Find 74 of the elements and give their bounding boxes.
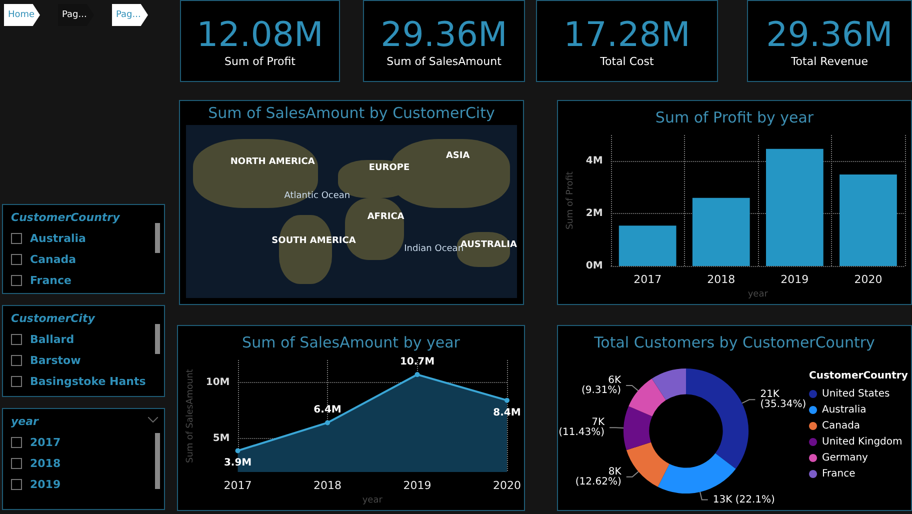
text: Barstow [30, 354, 81, 367]
text: CustomerCity [11, 312, 96, 325]
data-label: 8K (12.62%) [575, 466, 622, 488]
bar [618, 226, 676, 266]
x-tick-label: 2018 [314, 479, 342, 492]
text: EUROPE [368, 162, 410, 173]
text: Basingstoke Hants [30, 375, 146, 388]
x-tick-label: 2018 [707, 273, 736, 286]
legend-label: Australia [822, 404, 866, 416]
legend-label: United Kingdom [822, 436, 902, 448]
legend-label: United States [822, 388, 890, 400]
bar [840, 174, 897, 266]
y-tick-label: 10M [206, 376, 230, 388]
legend-title: CustomerCountry [809, 370, 908, 382]
y-axis-title: Sum of Profit [566, 171, 576, 230]
text: year [11, 415, 40, 428]
y-tick-label: 2M [586, 208, 603, 220]
data-label: 3.9M [224, 458, 252, 469]
legend-label: France [822, 468, 856, 480]
data-label: 7K (11.43%) [558, 417, 605, 438]
text: Total Revenue [790, 55, 870, 68]
bar [692, 198, 750, 266]
point [504, 398, 510, 403]
x-tick-label: 2017 [634, 273, 662, 286]
x-axis-title: year [748, 290, 768, 300]
page-button: Home [4, 4, 40, 26]
text: CustomerCountry [11, 211, 121, 224]
page-button: Pag... [58, 4, 94, 26]
text: Australia [30, 232, 86, 245]
text: 17.28M [562, 15, 692, 55]
x-tick-label: 2019 [403, 479, 432, 492]
y-tick-label: 0M [586, 260, 603, 272]
bar [766, 148, 824, 266]
y-tick-label: 5M [212, 432, 230, 444]
text: 2017 [30, 436, 61, 449]
legend-label: Germany [822, 452, 868, 464]
text: Canada [30, 253, 76, 266]
text: Indian Ocean [404, 244, 464, 254]
page-button: Pag... [112, 4, 148, 26]
data-label: 8.4M [493, 407, 521, 418]
text: SOUTH AMERICA [272, 236, 356, 246]
point [325, 420, 330, 426]
text: Atlantic Ocean [284, 191, 350, 202]
text: NORTH AMERICA [230, 156, 315, 167]
data-label: 21K (35.34%) [760, 389, 806, 410]
x-tick-label: 2020 [493, 479, 522, 492]
text: 29.36M [380, 15, 508, 55]
x-axis-title: year [362, 496, 383, 506]
text: Sum of SalesAmount by CustomerCity [207, 103, 496, 122]
text: Total Cost [599, 55, 655, 68]
point [414, 372, 420, 378]
x-tick-label: 2017 [224, 479, 252, 492]
text: 12.08M [196, 15, 324, 55]
text: AFRICA [367, 212, 404, 222]
text: 29.36M [765, 15, 894, 55]
text: France [30, 274, 72, 287]
y-axis-title: Sum of SalesAmount [186, 368, 196, 463]
y-tick-label: 4M [586, 156, 603, 167]
point [235, 448, 240, 454]
text: 2018 [30, 457, 61, 470]
data-label: 6K (9.31%) [581, 375, 622, 396]
data-label: 6.4M [314, 404, 342, 416]
x-tick-label: 2019 [780, 273, 809, 286]
x-tick-label: 2020 [854, 273, 882, 286]
text: Ballard [30, 333, 74, 346]
legend-label: Canada [822, 420, 860, 432]
chart-title: Sum of SalesAmount by year [242, 334, 461, 352]
text: ASIA [446, 150, 470, 161]
text: Sum of SalesAmount [386, 55, 502, 68]
data-label: 13K (22.1%) [712, 494, 775, 506]
chart-title: Total Customers by CustomerCountry [593, 334, 876, 352]
text: Sum of Profit [224, 55, 296, 68]
data-label: 10.7M [400, 356, 435, 368]
chart-title: Sum of Profit by year [655, 108, 814, 126]
